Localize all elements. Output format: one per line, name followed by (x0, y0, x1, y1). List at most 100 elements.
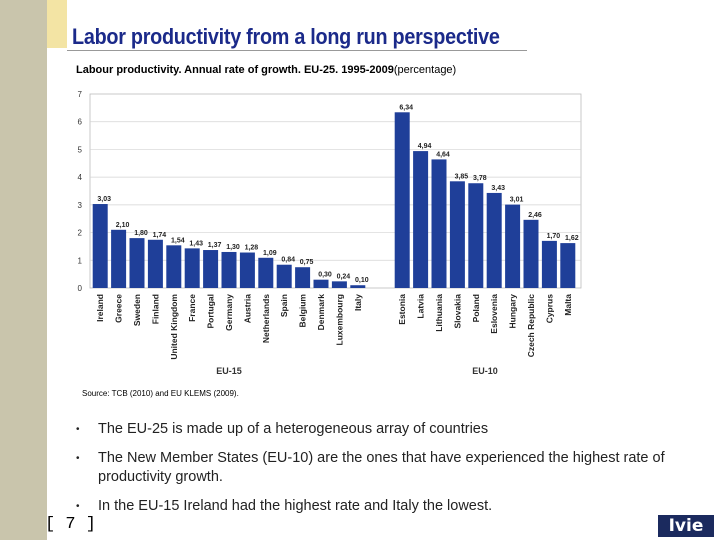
category-label: Luxembourg (334, 294, 344, 345)
bar (331, 281, 347, 288)
bar (350, 285, 366, 288)
data-label: 3,01 (510, 197, 524, 204)
bar (111, 229, 127, 288)
bar (166, 245, 182, 288)
left-bar-accent (47, 0, 50, 540)
y-tick-label: 3 (78, 201, 83, 210)
chart-source: Source: TCB (2010) and EU KLEMS (2009). (82, 389, 239, 398)
ivie-logo: Ivie (658, 515, 714, 537)
category-label: Malta (563, 294, 573, 316)
data-label: 2,46 (528, 212, 542, 219)
data-label: 4,94 (418, 143, 432, 150)
data-label: 0,30 (318, 272, 332, 279)
category-label: Latvia (416, 294, 426, 319)
bar (431, 159, 447, 288)
category-label: Hungary (508, 294, 518, 329)
category-label: Czech Republic (526, 294, 536, 358)
bullet-item: • The New Member States (EU-10) are the … (70, 449, 690, 487)
category-label: France (187, 294, 197, 322)
bar (486, 192, 502, 288)
bullet-text: In the EU-15 Ireland had the highest rat… (98, 498, 493, 514)
category-label: Poland (471, 294, 481, 322)
data-label: 1,54 (171, 237, 185, 244)
bar (92, 204, 108, 288)
chart-unit: (percentage) (393, 64, 457, 76)
bar (221, 251, 237, 288)
bullet-item: • The EU-25 is made up of a heterogeneou… (70, 420, 690, 439)
data-label: 1,37 (208, 242, 222, 249)
category-label: Spain (279, 294, 289, 317)
bar (276, 264, 292, 288)
y-tick-label: 5 (78, 145, 83, 154)
title-underline (67, 50, 527, 51)
bar (523, 219, 539, 288)
data-label: 0,10 (355, 277, 369, 284)
category-label: United Kingdom (169, 294, 179, 360)
bar (541, 240, 557, 288)
data-label: 1,70 (547, 233, 561, 240)
data-label: 0,75 (300, 259, 314, 266)
data-label: 4,64 (436, 151, 450, 158)
bar (203, 250, 219, 288)
bullet-list: • The EU-25 is made up of a heterogeneou… (70, 420, 690, 526)
category-label: Slovakia (452, 294, 462, 329)
data-label: 2,10 (116, 222, 130, 229)
category-label: Italy (353, 294, 363, 311)
chart-title: Labour productivity. Annual rate of grow… (76, 64, 456, 76)
bar (394, 112, 410, 288)
bar-chart: 0 1 2 3 4 5 6 7 3,03 Ireland 2,10 Greece 1,80 Sweden 1… (78, 90, 582, 376)
bullet-item: • In the EU-15 Ireland had the highest r… (70, 497, 690, 516)
y-tick-label: 1 (78, 256, 83, 265)
group-label: EU-10 (472, 366, 498, 376)
bar (129, 238, 145, 288)
left-decorative-bar (0, 0, 50, 540)
category-label: Denmark (316, 294, 326, 331)
data-label: 1,74 (153, 232, 167, 239)
page-number: [ 7 ] (45, 515, 97, 534)
category-label: Ireland (95, 294, 105, 322)
data-label: 6,34 (399, 104, 413, 111)
category-label: Belgium (298, 294, 308, 328)
category-label: Netherlands (261, 294, 271, 343)
bar (468, 183, 484, 288)
bullet-text: The EU-25 is made up of a heterogeneous … (98, 421, 489, 437)
data-label: 3,78 (473, 175, 487, 182)
y-tick-label: 2 (78, 229, 83, 238)
data-label: 1,30 (226, 244, 240, 251)
category-label: Greece (114, 294, 124, 323)
data-label: 0,84 (281, 257, 295, 264)
y-tick-label: 6 (78, 118, 83, 127)
data-label: 3,03 (97, 196, 111, 203)
data-label: 1,43 (189, 240, 203, 247)
bar (313, 279, 329, 288)
category-label: Estonia (397, 294, 407, 325)
data-label: 1,28 (245, 245, 259, 252)
data-label: 3,43 (491, 185, 505, 192)
bar (258, 257, 274, 288)
data-label: 1,62 (565, 235, 579, 242)
bar (505, 204, 521, 288)
y-tick-label: 0 (78, 284, 83, 293)
data-label: 1,80 (134, 230, 148, 237)
data-label: 1,09 (263, 250, 277, 257)
bar (184, 248, 200, 288)
bar (147, 239, 163, 288)
category-label: Germany (224, 294, 234, 331)
category-label: Cyprus (544, 294, 554, 324)
data-label: 3,85 (455, 173, 469, 180)
category-label: Finland (150, 294, 160, 324)
category-label: Sweden (132, 294, 142, 326)
category-label: Eslovenia (489, 294, 499, 334)
title-corner-block (47, 0, 67, 48)
y-tick-label: 7 (78, 90, 83, 99)
bar (295, 267, 311, 288)
bullet-text: The New Member States (EU-10) are the on… (98, 450, 665, 485)
category-label: Portugal (206, 294, 216, 328)
group-label: EU-15 (216, 366, 242, 376)
y-tick-label: 4 (78, 173, 83, 182)
bar (239, 252, 255, 288)
bar (560, 243, 576, 288)
bar (449, 181, 465, 288)
category-label: Austria (242, 294, 252, 324)
chart-title-text: Labour productivity. Annual rate of grow… (76, 64, 394, 76)
